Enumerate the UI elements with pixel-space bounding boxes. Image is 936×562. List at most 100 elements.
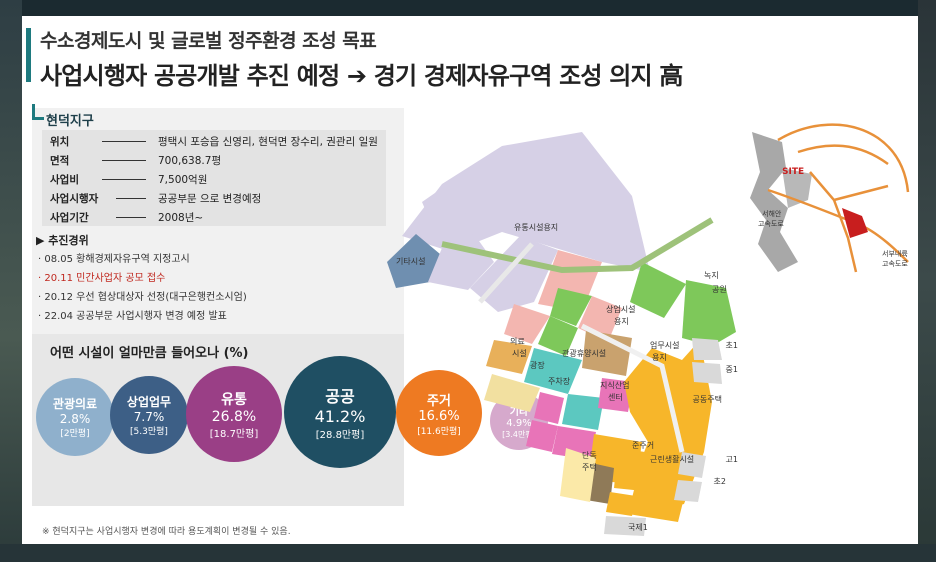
info-divider xyxy=(102,179,146,180)
bubble-distribution: 유통 26.8% [18.7만평] xyxy=(186,366,282,462)
label-park: 공원 xyxy=(712,285,727,294)
bubble-housing: 주거 16.6% [11.6만평] xyxy=(396,370,482,456)
inset-road-west-2: 고속도로 xyxy=(758,220,784,228)
bubble-commercial-business: 상업업무 7.7% [5.3만평] xyxy=(110,376,188,454)
bubble-pct: 26.8% xyxy=(211,408,257,425)
info-row-area: 면적 700,638.7평 xyxy=(50,153,221,168)
slide: 수소경제도시 및 글로벌 정주환경 조성 목표 사업시행자 공공개발 추진 예정… xyxy=(22,16,918,544)
label-parking: 주차장 xyxy=(548,376,571,386)
inset-site-label: SITE xyxy=(782,167,804,177)
zone-industry xyxy=(562,394,604,430)
bubble-name: 주거 xyxy=(427,393,451,409)
inset-site-area xyxy=(842,208,868,238)
label-green: 녹지 xyxy=(704,271,719,280)
info-key: 사업기간 xyxy=(50,212,89,224)
page-subtitle: 수소경제도시 및 글로벌 정주환경 조성 목표 xyxy=(40,30,377,52)
district-info-box xyxy=(42,130,386,226)
bubble-area: [2만평] xyxy=(60,429,90,439)
history-item-highlight: · 20.11 민간사업자 공모 접수 xyxy=(38,273,166,284)
zone-other-facility xyxy=(387,234,440,288)
label-neighborhood: 근린생활시설 xyxy=(650,454,694,464)
bubble-name: 공공 xyxy=(325,387,355,406)
bubble-pct: 41.2% xyxy=(314,407,366,426)
label-semi: 준주거 xyxy=(632,441,654,450)
bubble-name: 유통 xyxy=(221,391,247,408)
label-medical-2: 시설 xyxy=(512,348,527,358)
zone-parking xyxy=(484,374,540,412)
district-heading: 현덕지구 xyxy=(46,114,94,129)
label-elem2: 초2 xyxy=(714,477,726,486)
history-item: · 22.04 공공부문 사업시행자 변경 예정 발표 xyxy=(38,311,227,322)
zone-elem2 xyxy=(674,480,702,502)
zone-business xyxy=(582,330,632,376)
zone-elem1 xyxy=(692,338,722,360)
label-mid1: 중1 xyxy=(726,365,738,374)
zone-detached xyxy=(560,448,596,502)
bubble-pct: 7.7% xyxy=(133,410,165,424)
background-right xyxy=(918,0,936,562)
land-use-map: 유통시설용지 기타시설 녹지 공원 상업시설 용지 의료 시설 관광휴양시설 업… xyxy=(387,132,738,536)
inset-road-west: 서해안 xyxy=(762,209,782,218)
label-housing: 공동주택 xyxy=(693,394,722,404)
background-left xyxy=(0,0,22,562)
info-divider xyxy=(102,160,146,161)
zone-medical xyxy=(486,340,532,374)
info-divider xyxy=(116,217,146,218)
zone-mid1 xyxy=(692,362,722,384)
inset-road-east: 서부내륙 xyxy=(882,249,908,258)
title-part1: 사업시행자 공공개발 추진 예정 xyxy=(40,62,340,90)
inset-road xyxy=(777,123,910,193)
bubble-pct: 16.6% xyxy=(418,408,460,424)
label-detached-2: 주택 xyxy=(582,462,597,472)
inset-landmass xyxy=(750,132,798,272)
inset-road-east-2: 고속도로 xyxy=(882,260,908,268)
info-value: 7,500억원 xyxy=(158,174,208,186)
bubble-name: 기타 xyxy=(509,406,529,418)
title-part2: 경기 경제자유구역 조성 의지 高 xyxy=(373,62,684,90)
zone-tourism xyxy=(524,348,582,394)
label-medical: 의료 xyxy=(510,336,525,346)
zone-distribution xyxy=(402,132,650,272)
location-inset-map: SITE 서해안 고속도로 서부내륙 고속도로 xyxy=(750,123,910,273)
facilities-title: 어떤 시설이 얼마만큼 들어오나 (%) xyxy=(50,346,249,361)
label-elem1: 초1 xyxy=(726,341,738,350)
footnote: ※ 현덕지구는 사업시행자 변경에 따라 용도계획이 변경될 수 있음. xyxy=(42,527,291,537)
page-title: 사업시행자 공공개발 추진 예정 ➔ 경기 경제자유구역 조성 의지 高 xyxy=(40,56,683,91)
background-bottom xyxy=(0,544,936,562)
bubble-name: 관광의료 xyxy=(52,397,98,411)
label-intl: 국제1 xyxy=(628,523,648,532)
label-industry: 지식산업 xyxy=(600,380,629,390)
label-other: 기타시설 xyxy=(396,256,425,266)
label-industry-2: 센터 xyxy=(608,392,623,402)
bubble-public: 공공 41.2% [28.8만평] xyxy=(284,356,396,468)
arrow-right-icon: ➔ xyxy=(346,62,367,90)
bubble-area: [3.4만평] xyxy=(502,429,536,439)
bubble-tourism-medical: 관광의료 2.8% [2만평] xyxy=(36,378,114,456)
info-divider xyxy=(102,141,146,142)
label-commercial-2: 용지 xyxy=(614,317,629,326)
history-item: · 08.05 황해경제자유구역 지정고시 xyxy=(38,254,190,265)
info-key: 사업시행자 xyxy=(50,193,99,205)
label-tourism: 관광휴양시설 xyxy=(562,348,606,358)
label-detached: 단독 xyxy=(582,450,597,460)
zone-green-park xyxy=(630,262,686,318)
bubble-area: [5.3만평] xyxy=(130,427,168,437)
info-value: 700,638.7평 xyxy=(158,155,222,167)
label-distribution: 유통시설용지 xyxy=(514,222,558,232)
info-key: 위치 xyxy=(50,136,70,148)
info-row-cost: 사업비 7,500억원 xyxy=(50,172,207,187)
info-key: 면적 xyxy=(50,155,70,167)
bubble-pct: 4.9% xyxy=(506,417,532,429)
info-row-operator: 사업시행자 공공부문 으로 변경예정 xyxy=(50,191,261,206)
bubble-area: [28.8만평] xyxy=(315,430,365,441)
history-item: · 20.12 우선 협상대상자 선정(대구은행컨소시엄) xyxy=(38,292,247,303)
label-high1: 고1 xyxy=(726,455,738,464)
label-commercial: 상업시설 xyxy=(606,304,635,314)
info-value: 2008년~ xyxy=(158,212,204,224)
bubble-area: [18.7만평] xyxy=(209,428,259,440)
bubble-pct: 2.8% xyxy=(59,412,91,426)
label-plaza: 광장 xyxy=(530,360,545,370)
info-row-period: 사업기간 2008년~ xyxy=(50,210,203,225)
history-heading: ▶ 추진경위 xyxy=(36,234,89,247)
info-key: 사업비 xyxy=(50,174,79,186)
